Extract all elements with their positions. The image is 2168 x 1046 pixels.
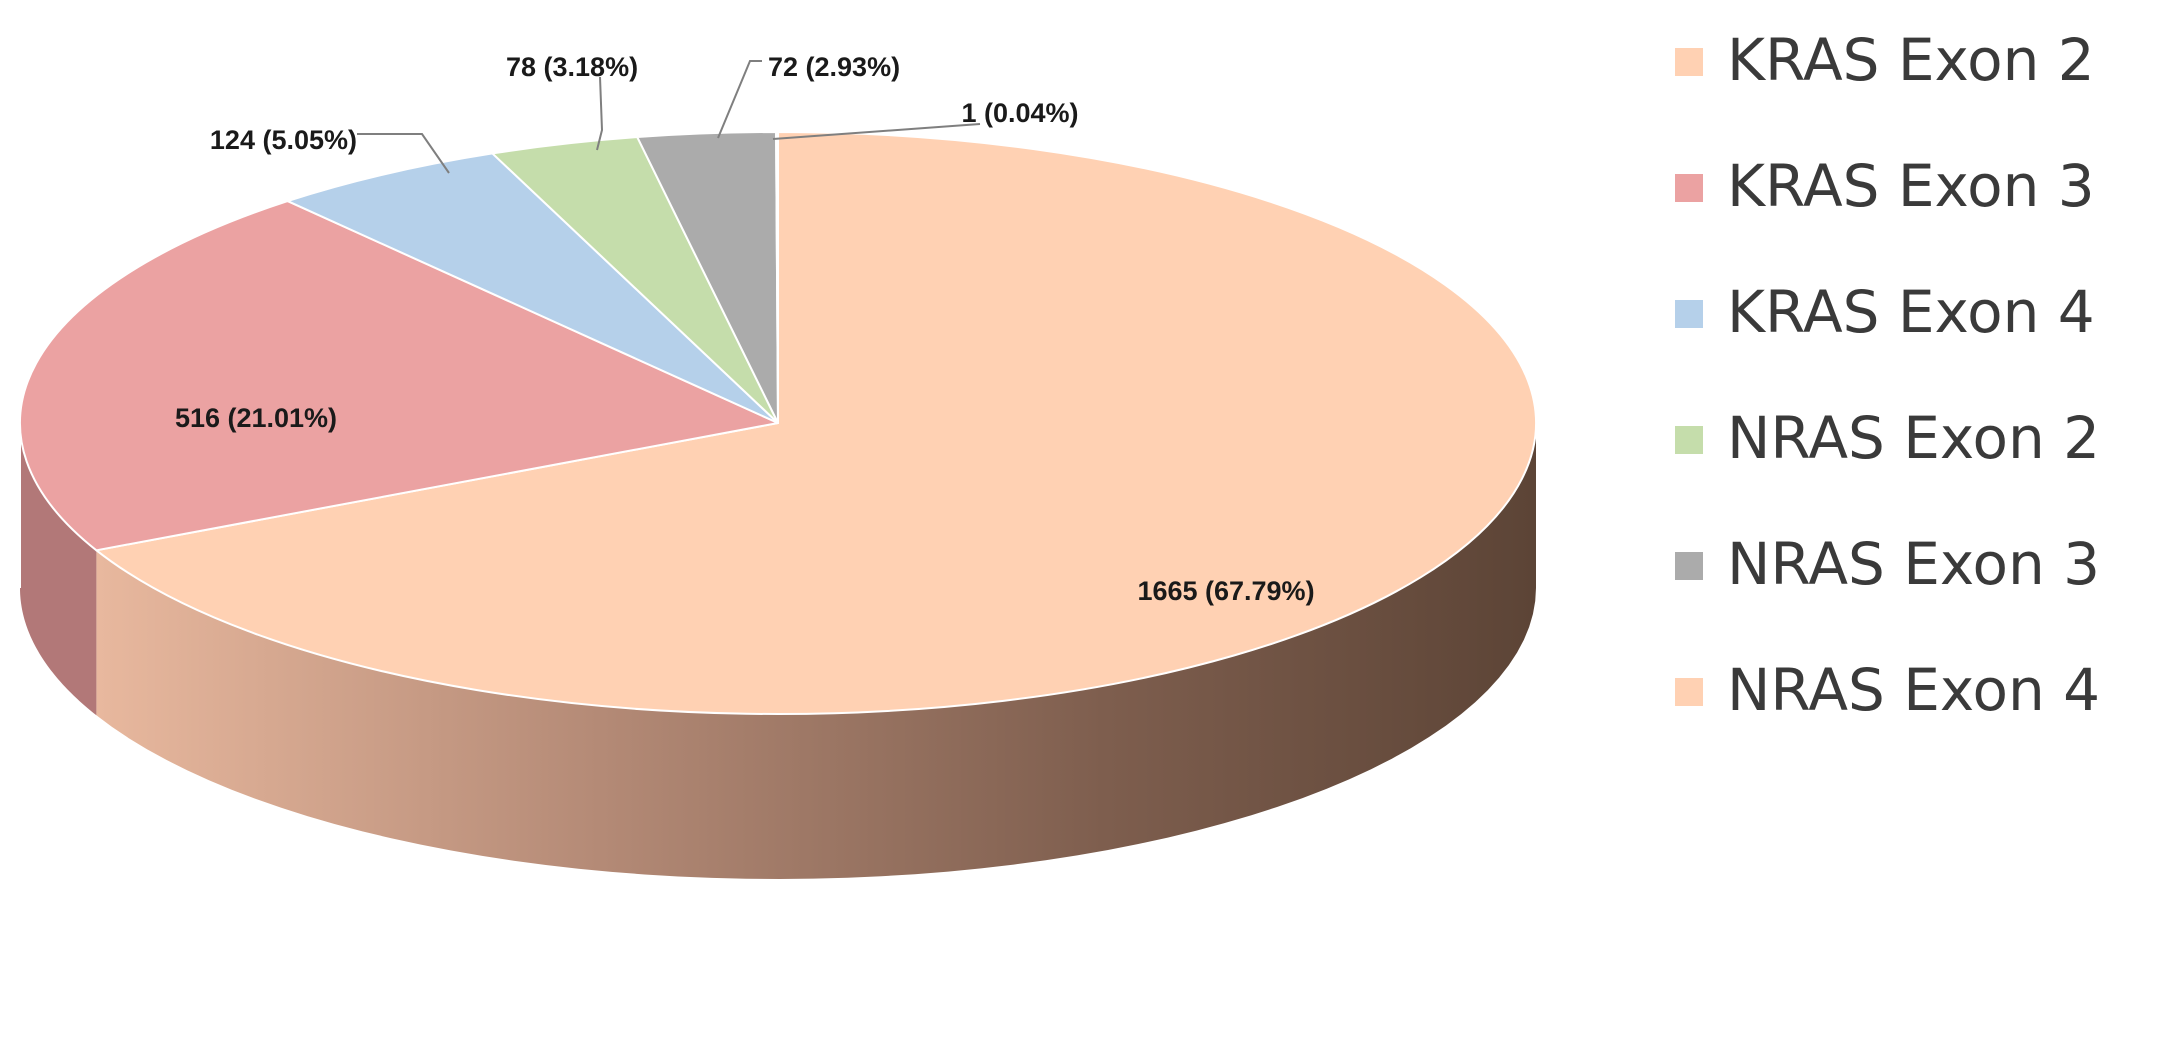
legend-swatch-kras-exon-2 bbox=[1675, 48, 1703, 76]
legend-label-kras-exon-2: KRAS Exon 2 bbox=[1727, 26, 2095, 94]
pie-side-kras-exon-2 bbox=[96, 423, 1536, 879]
legend-item-nras-exon-4: NRAS Exon 4 bbox=[1675, 656, 2100, 724]
legend-label-kras-exon-3: KRAS Exon 3 bbox=[1727, 152, 2095, 220]
leader-line-kras-exon-4 bbox=[357, 133, 450, 174]
data-label-nras-exon-3: 72 (2.93%) bbox=[768, 52, 900, 82]
leader-line-nras-exon-2 bbox=[596, 76, 604, 151]
legend-item-nras-exon-3: NRAS Exon 3 bbox=[1675, 530, 2100, 598]
legend-swatch-nras-exon-4 bbox=[1675, 678, 1703, 706]
pie-slice-kras-exon-3 bbox=[19, 200, 779, 552]
legend-item-kras-exon-2: KRAS Exon 2 bbox=[1675, 26, 2095, 94]
pie-side-kras-exon-3 bbox=[20, 423, 97, 716]
legend-label-nras-exon-4: NRAS Exon 4 bbox=[1727, 656, 2100, 724]
pie-slice-kras-exon-2 bbox=[95, 131, 1537, 715]
leader-line-nras-exon-3 bbox=[717, 60, 762, 139]
legend-swatch-kras-exon-3 bbox=[1675, 174, 1703, 202]
pie-slice-nras-exon-4 bbox=[775, 130, 779, 424]
legend-swatch-nras-exon-2 bbox=[1675, 426, 1703, 454]
leader-line-nras-exon-4 bbox=[772, 123, 981, 140]
legend-swatch-kras-exon-4 bbox=[1675, 300, 1703, 328]
legend-label-kras-exon-4: KRAS Exon 4 bbox=[1727, 278, 2095, 346]
legend-label-nras-exon-3: NRAS Exon 3 bbox=[1727, 530, 2100, 598]
legend-item-kras-exon-4: KRAS Exon 4 bbox=[1675, 278, 2095, 346]
pie-slice-kras-exon-4 bbox=[286, 152, 779, 424]
legend-label-nras-exon-2: NRAS Exon 2 bbox=[1727, 404, 2100, 472]
data-label-kras-exon-4: 124 (5.05%) bbox=[210, 125, 357, 155]
legend-item-nras-exon-2: NRAS Exon 2 bbox=[1675, 404, 2100, 472]
legend-item-kras-exon-3: KRAS Exon 3 bbox=[1675, 152, 2095, 220]
legend-swatch-nras-exon-3 bbox=[1675, 552, 1703, 580]
data-label-kras-exon-2: 1665 (67.79%) bbox=[1137, 576, 1314, 606]
data-label-nras-exon-2: 78 (3.18%) bbox=[506, 52, 638, 82]
data-label-nras-exon-4: 1 (0.04%) bbox=[961, 98, 1078, 128]
data-label-kras-exon-3: 516 (21.01%) bbox=[175, 403, 337, 433]
